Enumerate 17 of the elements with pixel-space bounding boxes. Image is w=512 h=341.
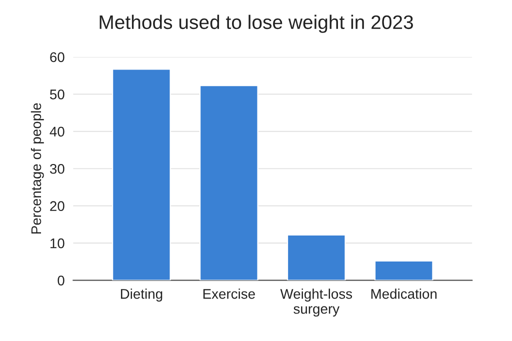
x-tick-label: Medication — [371, 288, 437, 299]
bar — [374, 260, 434, 280]
bar — [199, 85, 258, 280]
x-tick-label: Weight-loss surgery — [280, 288, 352, 317]
y-axis-title: Percentage of people — [30, 103, 44, 234]
y-tick-label: 0 — [58, 276, 64, 286]
y-tick-label: 20 — [50, 201, 64, 212]
chart-title: Methods used to lose weight in 2023 — [100, 14, 413, 33]
y-tick-label: 40 — [50, 126, 64, 137]
y-tick-label: 10 — [50, 238, 64, 248]
y-tick-label: 30 — [50, 164, 64, 174]
y-tick-label: 60 — [50, 52, 64, 62]
bar — [112, 68, 171, 280]
x-tick-label: Dieting — [120, 288, 162, 302]
x-tick-label: Exercise — [203, 288, 255, 299]
y-tick-label: 50 — [50, 90, 64, 100]
bar — [286, 234, 346, 280]
